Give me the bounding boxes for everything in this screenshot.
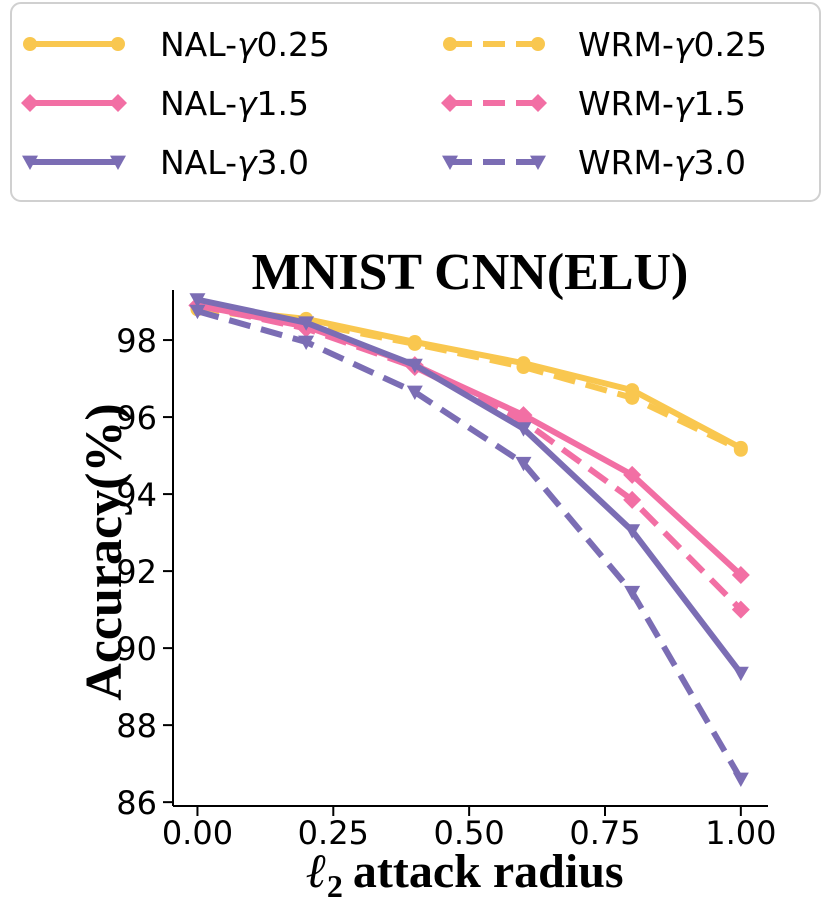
x-tick-label: 0.00 — [162, 814, 233, 852]
data-point-wrm-gamma-3-0 — [406, 385, 423, 401]
legend-frame — [10, 2, 821, 202]
legend-line-wrm-gamma-0-25 — [443, 37, 545, 51]
legend-line-nal-gamma-1-5 — [21, 94, 127, 112]
legend-marker-nal-gamma-3-0 — [110, 155, 126, 170]
data-point-wrm-gamma-3-0 — [189, 304, 206, 320]
chart-title: MNIST CNN(ELU) — [252, 244, 689, 301]
series-line-wrm-gamma-0-25 — [197, 306, 743, 453]
y-tick-label: 94 — [116, 476, 157, 514]
series-layer — [188, 293, 750, 788]
legend-marker-nal-gamma-3-0 — [22, 155, 38, 170]
data-point-wrm-gamma-0-25 — [516, 360, 531, 375]
data-point-nal-gamma-3-0 — [515, 422, 532, 437]
y-tick-label: 86 — [116, 784, 157, 822]
y-tick-label: 92 — [116, 553, 157, 591]
data-point-wrm-gamma-1-5 — [623, 490, 642, 509]
data-point-nal-gamma-3-0 — [732, 666, 749, 682]
legend-marker-wrm-gamma-0-25 — [531, 37, 545, 51]
series-nal-gamma-3-0 — [189, 293, 749, 682]
data-point-nal-gamma-3-0 — [624, 524, 641, 539]
data-point-wrm-gamma-0-25 — [733, 442, 748, 457]
data-point-wrm-gamma-3-0 — [298, 335, 315, 350]
data-point-nal-gamma-3-0 — [406, 358, 423, 374]
legend-label-nal-gamma-0-25: NAL-γ0.25 — [160, 25, 330, 64]
series-wrm-gamma-3-0 — [189, 304, 749, 788]
x-axis-label-subscript: 2 — [327, 868, 343, 904]
legend-line-nal-gamma-3-0 — [22, 155, 126, 170]
legend-line-nal-gamma-0-25 — [23, 37, 125, 51]
legend-marker-nal-gamma-1-5 — [109, 94, 127, 112]
legend-entry-wrm-gamma-0-25: WRM-γ0.25 — [443, 25, 767, 64]
data-point-wrm-gamma-0-25 — [625, 390, 640, 405]
legend-line-wrm-gamma-1-5 — [441, 94, 547, 112]
legend-marker-nal-gamma-0-25 — [23, 37, 37, 51]
data-point-nal-gamma-3-0 — [298, 316, 315, 331]
legend-label-wrm-gamma-3-0: WRM-γ3.0 — [578, 143, 746, 182]
x-ticks: 0.00 0.25 0.50 0.75 1.00 — [162, 806, 776, 852]
x-tick-label: 0.50 — [434, 814, 505, 852]
data-point-wrm-gamma-3-0 — [624, 585, 641, 601]
data-point-wrm-gamma-1-5 — [731, 600, 750, 619]
legend-entry-wrm-gamma-3-0: WRM-γ3.0 — [442, 143, 746, 182]
y-tick-label: 90 — [116, 630, 157, 668]
data-point-nal-gamma-1-5 — [731, 565, 750, 584]
y-axis-label: Accuracy(%) — [76, 403, 133, 700]
legend-entry-nal-gamma-3-0: NAL-γ3.0 — [22, 143, 309, 182]
legend-marker-wrm-gamma-3-0 — [530, 155, 546, 170]
legend-entry-nal-gamma-1-5: NAL-γ1.5 — [21, 84, 309, 123]
x-tick-label: 0.25 — [298, 814, 369, 852]
legend-entry-nal-gamma-0-25: NAL-γ0.25 — [23, 25, 330, 64]
x-tick-label: 1.00 — [705, 814, 776, 852]
legend-marker-nal-gamma-0-25 — [111, 37, 125, 51]
series-line-wrm-gamma-3-0 — [196, 308, 744, 781]
legend-entry-wrm-gamma-1-5: WRM-γ1.5 — [441, 84, 746, 123]
y-tick-label: 88 — [116, 707, 157, 745]
series-nal-gamma-1-5 — [188, 296, 750, 584]
series-line-nal-gamma-1-5 — [196, 302, 743, 578]
legend-marker-wrm-gamma-3-0 — [442, 155, 458, 170]
legend-label-nal-gamma-3-0: NAL-γ3.0 — [160, 143, 309, 182]
data-point-wrm-gamma-3-0 — [732, 772, 749, 788]
axes — [172, 290, 768, 807]
legend-marker-wrm-gamma-0-25 — [443, 37, 457, 51]
x-tick-label: 0.75 — [569, 814, 640, 852]
data-point-wrm-gamma-0-25 — [407, 336, 422, 351]
series-wrm-gamma-0-25 — [190, 302, 748, 457]
x-axis-label-symbol: ℓ — [306, 845, 327, 898]
y-ticks: 86 88 90 92 94 96 98 — [116, 322, 173, 822]
data-point-wrm-gamma-3-0 — [515, 456, 532, 472]
legend-line-wrm-gamma-3-0 — [442, 155, 546, 170]
x-axis-label-text: attack radius — [353, 845, 624, 898]
legend-marker-wrm-gamma-1-5 — [441, 94, 459, 112]
legend-marker-wrm-gamma-1-5 — [529, 94, 547, 112]
legend: NAL-γ0.25 WRM-γ0.25 NAL-γ1.5 WRM-γ1.5 NA… — [10, 2, 821, 202]
series-line-wrm-gamma-1-5 — [196, 302, 743, 612]
series-line-nal-gamma-3-0 — [196, 296, 744, 675]
x-axis-label: ℓ2 attack radius — [306, 845, 623, 904]
legend-label-wrm-gamma-0-25: WRM-γ0.25 — [578, 25, 767, 64]
y-tick-label: 96 — [116, 399, 157, 437]
y-tick-label: 98 — [116, 322, 157, 360]
data-point-nal-gamma-1-5 — [623, 465, 642, 484]
legend-label-nal-gamma-1-5: NAL-γ1.5 — [160, 84, 309, 123]
legend-marker-nal-gamma-1-5 — [21, 94, 39, 112]
data-point-nal-gamma-3-0 — [189, 293, 206, 308]
legend-label-wrm-gamma-1-5: WRM-γ1.5 — [578, 84, 746, 123]
